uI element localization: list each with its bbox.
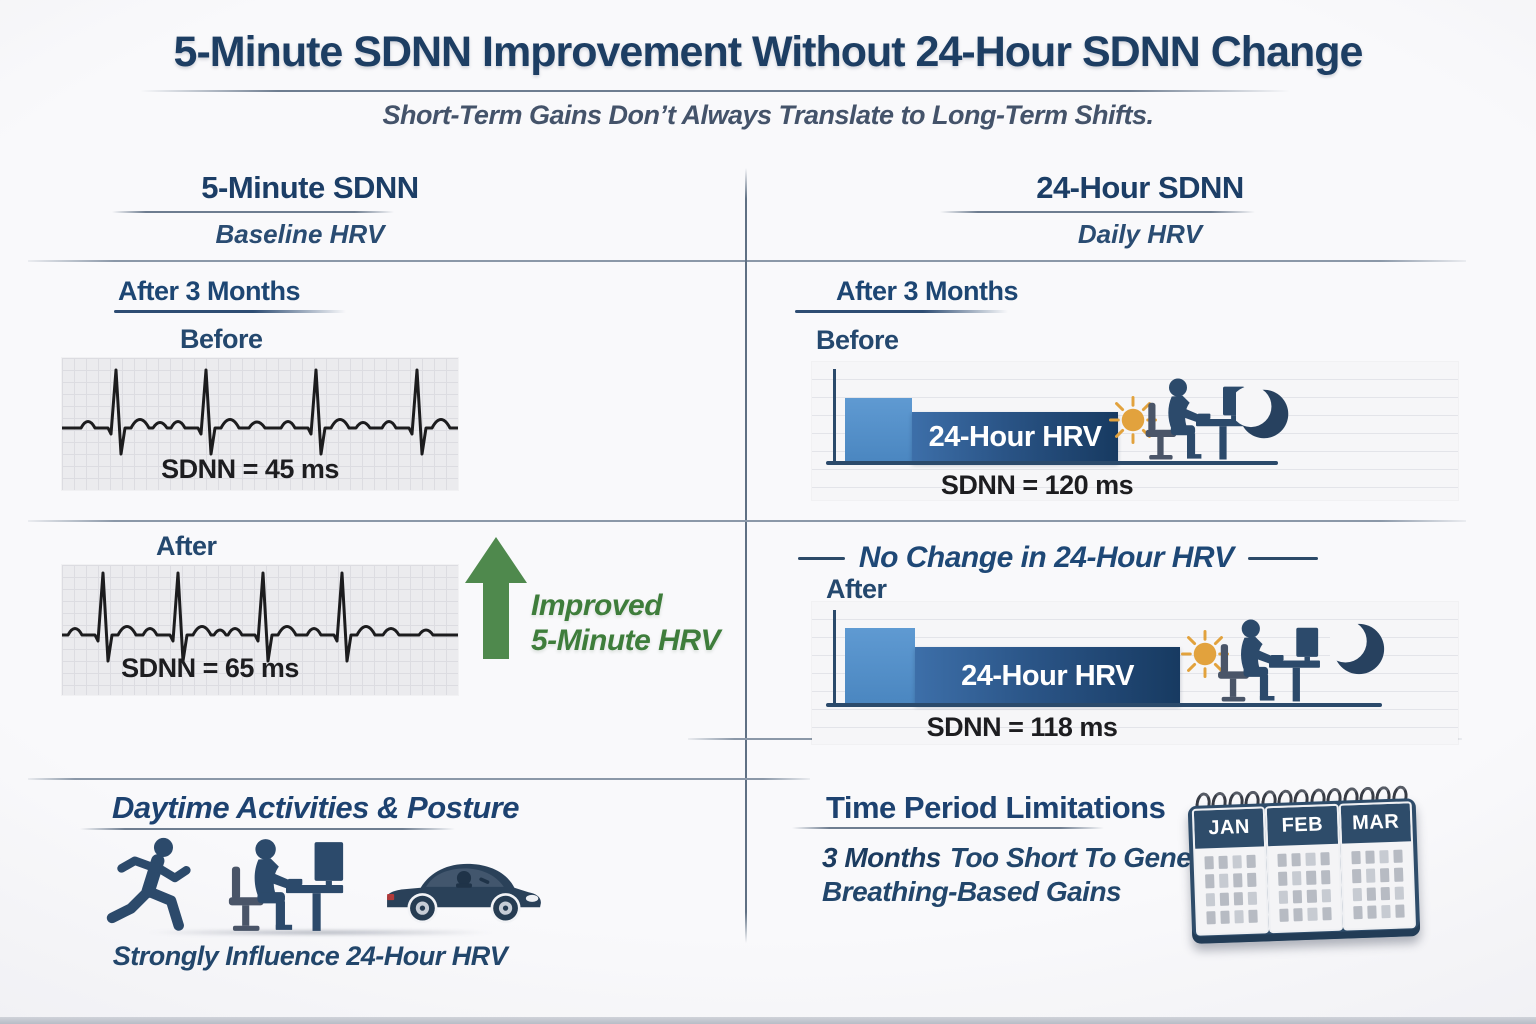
before-label-right: Before (816, 325, 899, 355)
no-change-dash-left (798, 556, 845, 560)
calendar-icon: JAN FEB MAR (1187, 784, 1421, 944)
before-label-left: Before (180, 324, 263, 354)
calendar-day-grid (1342, 841, 1414, 928)
page-title: 5-Minute SDNN Improvement Without 24-Hou… (173, 28, 1364, 76)
right-section-underline (795, 310, 1008, 313)
calendar-month-mar: MAR (1340, 803, 1414, 929)
bar-chart-before: 24-Hour HRV (812, 362, 1458, 500)
moon-icon (1236, 386, 1289, 439)
time-period-heading: Time Period Limitations (826, 790, 1166, 825)
bottom-edge-strip (0, 1017, 1536, 1024)
left-section-label: After 3 Months (118, 276, 301, 306)
calendar-day-grid (1195, 846, 1267, 933)
column-divider-vertical (745, 168, 747, 943)
hrv-bar-label-after: 24-Hour HRV (961, 659, 1134, 692)
sun-icon (1180, 629, 1230, 679)
left-column-header: 5-Minute SDNN (201, 170, 419, 205)
improved-line2: 5-Minute HRV (531, 624, 721, 657)
no-change-label: No Change in 24-Hour HRV (858, 541, 1234, 574)
baseline-before (826, 461, 1278, 465)
left-column-divider (112, 211, 394, 213)
calendar-frame: JAN FEB MAR (1187, 798, 1421, 944)
daytime-activities-caption: Strongly Influence 24-Hour HRV (112, 941, 508, 971)
calendar-month-label: JAN (1193, 808, 1265, 849)
calendar-month-label: FEB (1267, 805, 1338, 847)
icons-ground-shadow (88, 930, 553, 935)
y-axis-after (833, 610, 836, 705)
sdnn-after-value: SDNN = 65 ms (121, 653, 299, 683)
ecg-strip-before: SDNN = 45 ms (62, 358, 458, 490)
time-period-underline (792, 827, 1104, 829)
ecg-waveform-before-icon (62, 368, 458, 456)
person-at-desk-icon (228, 839, 344, 931)
right-column-subheader: Daily HRV (1077, 219, 1203, 249)
hrv-bar-after: 24-Hour HRV (915, 647, 1180, 705)
title-divider (140, 90, 1290, 92)
ecg-waveform-after-icon (62, 571, 458, 663)
time-period-line1-strong: 3 Months (822, 842, 941, 873)
moon-icon (1330, 620, 1385, 675)
right-column-header: 24-Hour SDNN (1036, 170, 1244, 205)
calendar-month-label: MAR (1340, 803, 1412, 844)
section-divider-bottom-left (28, 778, 810, 780)
calendar-month-jan: JAN (1193, 808, 1268, 934)
right-column-divider (940, 211, 1255, 213)
short-bar-before (845, 398, 912, 463)
bar-chart-after: 24-Hour HRV (812, 602, 1458, 744)
after-label-right: After (826, 574, 887, 604)
improvement-up-arrow-icon (465, 537, 527, 659)
time-period-line2: Breathing-Based Gains (822, 876, 1122, 907)
person-at-desk-icon (1145, 378, 1247, 460)
left-column-subheader: Baseline HRV (215, 219, 385, 249)
sdnn-24h-before-value: SDNN = 120 ms (940, 470, 1134, 500)
sdnn-before-value: SDNN = 45 ms (161, 454, 339, 484)
calendar-day-grid (1268, 844, 1340, 931)
left-section-underline (114, 310, 346, 313)
baseline-after (826, 703, 1382, 707)
hrv-bar-label-before: 24-Hour HRV (928, 421, 1102, 453)
daytime-activities-heading: Daytime Activities & Posture (112, 790, 519, 825)
page-subtitle: Short-Term Gains Don’t Always Translate … (382, 100, 1154, 130)
section-divider-top (28, 260, 1466, 262)
person-at-desk-icon (1218, 619, 1320, 702)
hrv-bar-before: 24-Hour HRV (912, 412, 1118, 463)
runner-icon (106, 837, 191, 931)
ecg-strip-after: SDNN = 65 ms (62, 565, 458, 695)
short-bar-after (845, 628, 915, 705)
y-axis-before (833, 369, 836, 463)
car-icon (387, 863, 541, 924)
improved-hrv-caption: Improved 5-Minute HRV (531, 588, 721, 658)
after-label-left: After (156, 531, 217, 561)
improved-line1: Improved (531, 589, 663, 622)
no-change-dash-right (1247, 556, 1318, 560)
section-divider-middle (28, 520, 1466, 522)
no-change-header: No Change in 24-Hour HRV (798, 541, 1318, 575)
right-section-label: After 3 Months (836, 276, 1019, 306)
daytime-activities-underline (80, 828, 455, 830)
sdnn-24h-after-value: SDNN = 118 ms (926, 712, 1118, 742)
calendar-month-feb: FEB (1267, 805, 1341, 932)
